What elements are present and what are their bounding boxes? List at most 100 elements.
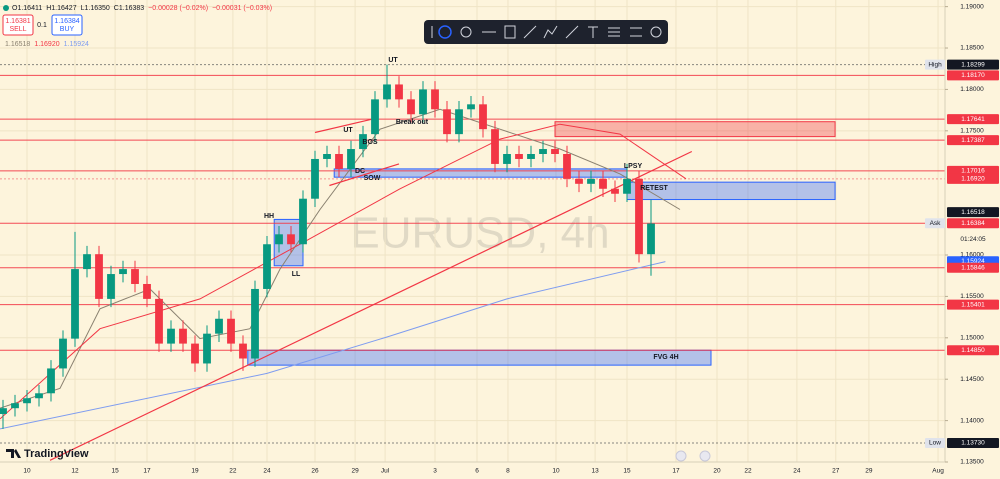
tool-icon[interactable] bbox=[504, 25, 516, 39]
candle-body bbox=[515, 154, 523, 159]
candle-body bbox=[131, 269, 139, 284]
trend-line bbox=[49, 150, 693, 461]
candle-body bbox=[335, 154, 343, 169]
tool-icon[interactable] bbox=[630, 27, 642, 37]
candle-body bbox=[443, 109, 451, 135]
watermark: EURUSD, 4h bbox=[350, 209, 609, 258]
buy-price: 1.16384 bbox=[54, 18, 79, 25]
y-tick-label: 1.14000 bbox=[960, 417, 984, 424]
candle-body bbox=[107, 274, 115, 299]
candle-body bbox=[275, 234, 283, 245]
price-label-box bbox=[947, 299, 999, 310]
candle-body bbox=[23, 398, 31, 404]
event-flag[interactable] bbox=[675, 450, 687, 462]
lot-size: 0.1 bbox=[37, 22, 47, 29]
tool-icon[interactable] bbox=[565, 25, 579, 39]
countdown-box bbox=[947, 234, 999, 245]
sell-label: SELL bbox=[9, 26, 26, 33]
candle-body bbox=[455, 109, 463, 135]
candle-body bbox=[347, 149, 355, 169]
candle-body bbox=[179, 328, 187, 344]
candle-body bbox=[71, 269, 79, 339]
price-tag-box bbox=[925, 218, 945, 229]
tool-icon[interactable] bbox=[588, 26, 598, 38]
price-tag: Low bbox=[929, 440, 941, 447]
header-field: −0.00028 (−0.02%) bbox=[148, 5, 208, 12]
countdown: 01:24:05 bbox=[960, 236, 986, 243]
indicator-value: 1.16518 bbox=[5, 41, 30, 48]
x-tick-label: 19 bbox=[191, 468, 199, 475]
tool-icon[interactable] bbox=[543, 25, 558, 39]
tool-icon[interactable] bbox=[608, 27, 620, 37]
x-tick-label: 29 bbox=[865, 468, 873, 475]
price-label-box bbox=[947, 262, 999, 273]
x-tick-label: 22 bbox=[229, 468, 237, 475]
candle-body bbox=[59, 338, 67, 369]
annotation: SOW bbox=[364, 175, 381, 182]
x-tick-label: Jul bbox=[381, 468, 390, 475]
candle-body bbox=[323, 154, 331, 159]
candle-body bbox=[407, 99, 415, 115]
brand-name: TradingView bbox=[24, 448, 89, 460]
moving-average bbox=[0, 123, 687, 420]
price-label-box bbox=[947, 218, 999, 229]
annotation: DC bbox=[355, 168, 365, 175]
price-label-box bbox=[947, 135, 999, 146]
candle-body bbox=[599, 178, 607, 189]
tool-icon[interactable] bbox=[438, 25, 452, 39]
buy-button[interactable] bbox=[51, 14, 83, 36]
tool-icon[interactable] bbox=[523, 25, 537, 39]
x-tick-label: 20 bbox=[713, 468, 721, 475]
candle-body bbox=[215, 318, 223, 334]
candle-body bbox=[419, 89, 427, 115]
x-tick-label: 15 bbox=[111, 468, 119, 475]
price-label-box bbox=[947, 207, 999, 218]
price-label-box bbox=[947, 70, 999, 81]
price-label: 1.18170 bbox=[961, 72, 985, 79]
header-field: O1.16411 bbox=[12, 5, 42, 12]
header-field: −0.00031 (−0.03%) bbox=[212, 5, 272, 12]
candle-body bbox=[299, 198, 307, 245]
candle-body bbox=[35, 393, 43, 399]
candle-body bbox=[47, 368, 55, 394]
candle-body bbox=[611, 188, 619, 194]
x-tick-label: 13 bbox=[591, 468, 599, 475]
candle-body bbox=[575, 178, 583, 184]
x-tick-label: 12 bbox=[71, 468, 79, 475]
candle-body bbox=[95, 254, 103, 299]
candle-body bbox=[551, 149, 559, 154]
price-label: 1.17641 bbox=[961, 116, 985, 123]
y-tick-label: 1.13500 bbox=[960, 459, 984, 466]
candle-body bbox=[251, 288, 259, 359]
indicator-values: 1.16518 1.16920 1.15924 bbox=[5, 41, 89, 48]
y-tick-label: 1.15500 bbox=[960, 293, 984, 300]
tool-icon[interactable] bbox=[650, 26, 662, 38]
x-tick-label: 29 bbox=[351, 468, 359, 475]
trend-line bbox=[329, 163, 400, 187]
candle-body bbox=[623, 178, 631, 194]
candle-body bbox=[0, 408, 7, 414]
price-label: 1.17387 bbox=[961, 137, 985, 144]
annotation: UT bbox=[388, 57, 398, 64]
candle-body bbox=[263, 244, 271, 289]
annotation: BOS bbox=[362, 139, 378, 146]
price-label-box bbox=[947, 59, 999, 70]
logo-mark bbox=[6, 449, 21, 458]
y-tick-label: 1.18000 bbox=[960, 86, 984, 93]
price-tag-box bbox=[925, 437, 945, 448]
price-label: 1.15924 bbox=[961, 258, 985, 265]
tool-icon[interactable] bbox=[460, 26, 472, 38]
event-flag[interactable] bbox=[699, 450, 711, 462]
candle-body bbox=[311, 158, 319, 199]
price-label: 1.13730 bbox=[961, 440, 985, 447]
annotation: FVG 4H bbox=[653, 354, 678, 361]
price-label-box bbox=[947, 165, 999, 176]
candle-body bbox=[503, 154, 511, 164]
candle-body bbox=[83, 254, 91, 270]
sell-button[interactable] bbox=[2, 14, 34, 36]
price-label: 1.15401 bbox=[961, 301, 985, 308]
price-label-box bbox=[947, 114, 999, 125]
